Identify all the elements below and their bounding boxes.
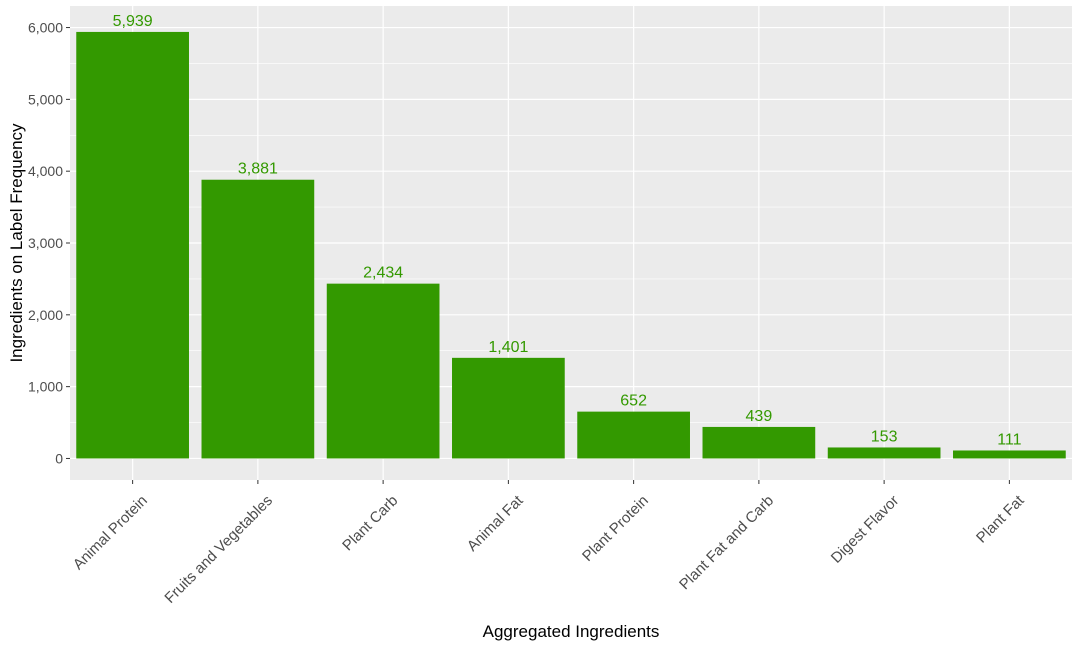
x-axis: Animal Protein Fruits and Vegetables Plant… [70,480,1028,607]
y-tick-label: 0 [55,450,63,466]
bar-value-label: 3,881 [238,161,278,178]
bar-value-label: 652 [620,393,647,410]
bar-value-label: 1,401 [488,339,528,356]
bar [76,31,189,459]
x-tick-label: Plant Fat and Carb [676,492,777,593]
y-tick-label: 6,000 [28,20,63,36]
bars [76,31,1066,459]
bar [452,357,565,459]
x-tick-label: Plant Fat [973,492,1028,547]
y-tick-label: 2,000 [28,307,63,323]
x-tick-label: Plant Carb [339,492,401,554]
bar [827,447,941,459]
y-tick-label: 4,000 [28,163,63,179]
data-labels: 5,939 3,881 2,434 1,401 652 439 153 111 [113,13,1022,449]
bar-value-label: 111 [997,431,1021,448]
bar-value-label: 5,939 [113,13,153,30]
bar [577,411,690,459]
bar-value-label: 153 [871,428,898,445]
bar [326,283,440,459]
x-tick-label: Digest Flavor [828,492,903,567]
y-tick-label: 1,000 [28,379,63,395]
bar [953,450,1066,459]
bar-value-label: 439 [746,408,773,425]
y-tick-label: 3,000 [28,235,63,251]
bar-value-label: 2,434 [363,265,403,282]
bar [201,179,315,459]
x-tick-label: Fruits and Vegetables [161,492,276,607]
y-axis: 0 1,000 2,000 3,000 4,000 5,000 6,000 [28,20,70,466]
y-tick-label: 5,000 [28,91,63,107]
x-tick-label: Animal Fat [464,492,527,555]
x-tick-label: Animal Protein [70,492,151,573]
bar [702,426,816,459]
y-axis-title: Ingredients on Label Frequency [7,123,26,363]
x-tick-label: Plant Protein [579,492,652,565]
x-axis-title: Aggregated Ingredients [483,622,660,641]
